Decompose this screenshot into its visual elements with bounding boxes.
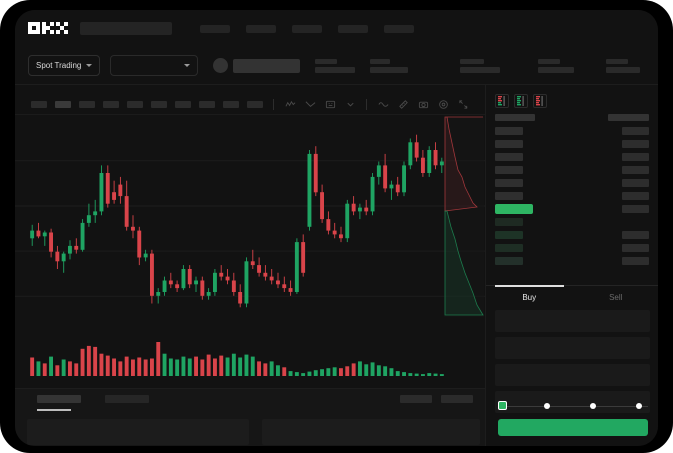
bid-row[interactable] <box>495 254 649 267</box>
ticker-stat-0 <box>315 58 356 73</box>
volume-svg <box>30 342 444 376</box>
fullscreen-icon[interactable] <box>457 99 469 111</box>
ask-row[interactable] <box>495 137 649 150</box>
ticker-stat-2 <box>460 58 501 73</box>
ask-row[interactable] <box>495 189 649 202</box>
tab-sell-label: Sell <box>609 293 623 302</box>
slider-stop-50[interactable] <box>590 402 596 409</box>
slider-stop-75[interactable] <box>636 402 642 409</box>
app-header <box>15 10 658 47</box>
timeframe-0[interactable] <box>31 101 47 108</box>
nav-item-1[interactable] <box>246 24 276 33</box>
bid-row[interactable] <box>495 241 649 254</box>
bottom-tab-0[interactable] <box>37 395 81 403</box>
active-tab-indicator <box>37 409 71 411</box>
timeframe-4[interactable] <box>127 101 143 108</box>
pair-selector[interactable] <box>110 55 199 76</box>
nav-item-3[interactable] <box>338 24 368 33</box>
ticker-stat-4 <box>606 58 641 73</box>
tab-buy-label: Buy <box>522 293 537 302</box>
bottom-tabs <box>15 389 485 411</box>
toolbar-divider <box>366 99 367 110</box>
order-field-0[interactable] <box>495 310 650 332</box>
timeframe-5[interactable] <box>151 101 167 108</box>
bottom-tab-1[interactable] <box>105 395 149 403</box>
bottom-panel <box>15 388 485 446</box>
timeframe-8[interactable] <box>223 101 239 108</box>
slider-handle[interactable] <box>498 401 507 410</box>
timeframe-9[interactable] <box>247 101 263 108</box>
view-mode-both-icon[interactable] <box>495 94 509 108</box>
toolbar-divider <box>273 99 274 110</box>
timeframe-6[interactable] <box>175 101 191 108</box>
bottom-actions <box>400 395 473 403</box>
order-book-col-price <box>495 114 535 121</box>
trading-mode-label: Spot Trading <box>36 61 82 70</box>
okx-logo[interactable] <box>28 22 68 35</box>
app-screen: Spot Trading <box>15 10 658 446</box>
volume-chart <box>15 330 485 388</box>
ticker-stat-3 <box>538 58 575 73</box>
slider-track <box>502 405 648 407</box>
timeframe-7[interactable] <box>199 101 215 108</box>
line-chart-icon[interactable] <box>284 99 296 111</box>
slider-stop-25[interactable] <box>544 402 550 409</box>
settings-icon[interactable] <box>437 99 449 111</box>
ticker-bar: Spot Trading <box>15 47 658 85</box>
tab-buy[interactable]: Buy <box>486 285 573 308</box>
ask-row[interactable] <box>495 163 649 176</box>
order-book-rows <box>486 121 658 267</box>
pair-name <box>233 58 301 73</box>
submit-order-button[interactable] <box>498 419 648 436</box>
order-field-1[interactable] <box>495 337 650 359</box>
ask-row[interactable] <box>495 150 649 163</box>
trade-side-tabs: Buy Sell <box>486 285 658 308</box>
nav-item-0[interactable] <box>200 24 230 33</box>
nav-item-4[interactable] <box>384 24 414 33</box>
timeframe-2[interactable] <box>79 101 95 108</box>
trend-line-icon[interactable] <box>304 99 316 111</box>
ticker-stat-1 <box>370 58 409 73</box>
view-mode-bids-only-icon[interactable] <box>514 94 528 108</box>
view-mode-asks-only-icon[interactable] <box>533 94 547 108</box>
search-input[interactable] <box>80 22 172 35</box>
bottom-action-0[interactable] <box>400 395 432 403</box>
bottom-panel-1 <box>262 419 480 445</box>
last-price-row[interactable] <box>495 202 649 215</box>
chart-toolbar <box>15 95 485 115</box>
candlestick-svg <box>15 134 485 308</box>
bid-row[interactable] <box>495 228 649 241</box>
wave-icon[interactable] <box>377 99 389 111</box>
indicator-icon[interactable] <box>324 99 336 111</box>
camera-icon[interactable] <box>417 99 429 111</box>
chevron-down-icon <box>86 64 93 67</box>
trading-mode-selector[interactable]: Spot Trading <box>28 55 101 76</box>
ask-row[interactable] <box>495 176 649 189</box>
bid-row[interactable] <box>495 215 649 228</box>
order-book-panel: Buy Sell <box>485 85 658 446</box>
ruler-icon[interactable] <box>397 99 409 111</box>
trade-form-fields <box>486 310 658 418</box>
order-book-header <box>486 108 658 121</box>
timeframe-1[interactable] <box>55 101 71 108</box>
bottom-panel-0 <box>27 419 249 445</box>
tab-sell[interactable]: Sell <box>573 286 659 308</box>
header-nav <box>200 24 414 33</box>
order-book-view-modes <box>486 85 658 108</box>
bottom-action-1[interactable] <box>441 395 473 403</box>
nav-item-2[interactable] <box>292 24 322 33</box>
candlestick-chart[interactable] <box>15 115 485 330</box>
order-field-2[interactable] <box>495 364 650 386</box>
chevron-down-icon[interactable] <box>344 99 356 111</box>
order-field-3[interactable] <box>495 391 650 413</box>
chevron-down-icon <box>184 64 191 67</box>
bottom-panels <box>15 419 485 445</box>
ask-row[interactable] <box>495 124 649 137</box>
order-book-col-size <box>608 114 649 121</box>
amount-slider[interactable] <box>498 401 648 411</box>
timeframe-3[interactable] <box>103 101 119 108</box>
pair-avatar <box>213 58 229 73</box>
